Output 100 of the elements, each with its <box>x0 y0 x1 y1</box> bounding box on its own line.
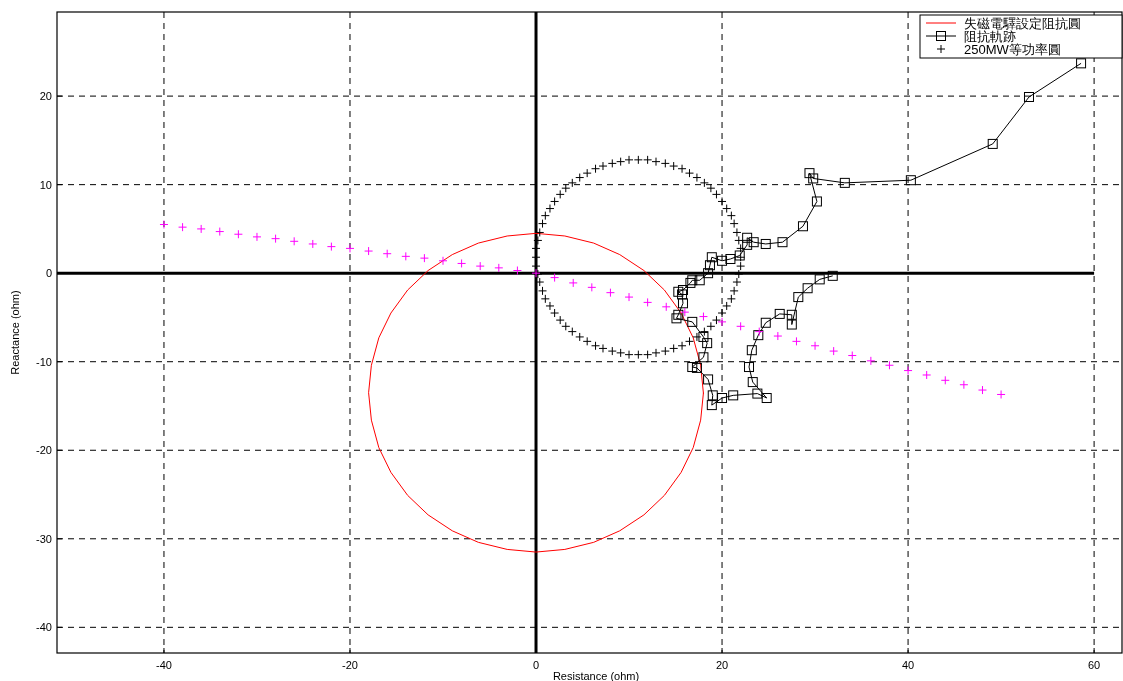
point <box>419 253 429 263</box>
point <box>827 270 838 281</box>
y-tick-label: -40 <box>36 621 52 634</box>
point <box>671 313 682 324</box>
point <box>717 393 728 404</box>
point <box>605 288 615 298</box>
point <box>438 256 448 266</box>
x-tick-label: 40 <box>901 659 915 671</box>
point <box>698 331 709 342</box>
point <box>748 237 759 248</box>
point <box>829 346 839 356</box>
point <box>703 268 714 279</box>
point <box>717 317 727 327</box>
point <box>687 316 698 327</box>
point <box>760 238 771 249</box>
point <box>786 309 797 320</box>
point <box>568 278 578 288</box>
point <box>704 260 715 271</box>
point <box>308 239 318 249</box>
y-tick-label: 10 <box>39 178 52 191</box>
point <box>744 362 755 373</box>
point <box>196 224 206 234</box>
legend-label: 失磁電驛設定阻抗圓 <box>964 16 1081 31</box>
point <box>742 239 753 250</box>
y-tick-label: -10 <box>36 355 52 368</box>
point <box>698 312 708 322</box>
point <box>940 375 950 385</box>
point <box>742 232 753 243</box>
x-tick-label: -20 <box>342 659 358 671</box>
point <box>996 389 1006 399</box>
point <box>512 266 522 276</box>
point <box>760 317 771 328</box>
point <box>747 377 758 388</box>
point <box>791 336 801 346</box>
point <box>702 338 713 349</box>
point <box>734 250 745 261</box>
point <box>810 341 820 351</box>
point <box>804 168 815 179</box>
point <box>797 221 808 232</box>
point <box>706 400 717 411</box>
point <box>643 297 653 307</box>
point <box>694 275 705 286</box>
point <box>746 345 757 356</box>
point <box>382 249 392 259</box>
point <box>905 175 916 186</box>
point <box>673 286 684 297</box>
y-tick-label: -30 <box>36 532 52 545</box>
y-tick-label: 20 <box>39 90 52 103</box>
point <box>884 360 894 370</box>
point <box>673 309 684 320</box>
point <box>215 227 225 237</box>
point <box>987 138 998 149</box>
point <box>814 274 825 285</box>
point <box>866 356 876 366</box>
point <box>977 385 987 395</box>
point <box>793 292 804 303</box>
x-tick-label: 20 <box>715 659 729 671</box>
y-axis-title: Reactance (ohm) <box>9 290 21 375</box>
point <box>753 330 764 341</box>
point <box>289 236 299 246</box>
point <box>703 374 714 385</box>
point <box>550 273 560 283</box>
y-tick-label: 0 <box>45 267 52 280</box>
point <box>494 263 504 273</box>
y-tick-label: -20 <box>36 444 52 457</box>
point <box>401 251 411 261</box>
point <box>178 222 188 232</box>
point <box>364 246 374 256</box>
point <box>457 258 467 268</box>
point <box>687 362 698 373</box>
point <box>159 219 169 229</box>
point <box>326 242 336 252</box>
point <box>717 255 728 266</box>
point <box>811 196 822 207</box>
point <box>774 308 785 319</box>
point <box>761 393 772 404</box>
point <box>252 232 262 242</box>
point <box>680 307 690 317</box>
point <box>802 283 813 294</box>
point <box>345 243 355 253</box>
point <box>698 352 709 363</box>
point <box>752 388 763 399</box>
line-series <box>368 232 704 553</box>
legend-label: 250MW等功率圓 <box>964 42 1061 57</box>
point <box>661 302 671 312</box>
point <box>587 282 597 292</box>
point <box>847 351 857 361</box>
x-tick-label: 60 <box>1087 659 1101 671</box>
point <box>475 261 485 271</box>
point <box>754 327 764 337</box>
point <box>736 321 746 331</box>
point <box>677 289 688 300</box>
point <box>233 229 243 239</box>
point <box>922 370 932 380</box>
point <box>959 380 969 390</box>
point <box>624 292 634 302</box>
point <box>839 177 850 188</box>
point <box>707 390 718 401</box>
point <box>271 234 281 244</box>
x-tick-label: -40 <box>156 659 172 671</box>
